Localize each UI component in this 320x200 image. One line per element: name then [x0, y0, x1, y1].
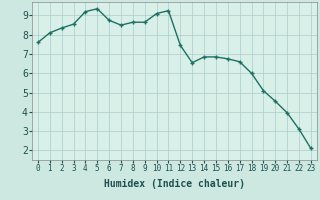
X-axis label: Humidex (Indice chaleur): Humidex (Indice chaleur) [104, 179, 245, 189]
